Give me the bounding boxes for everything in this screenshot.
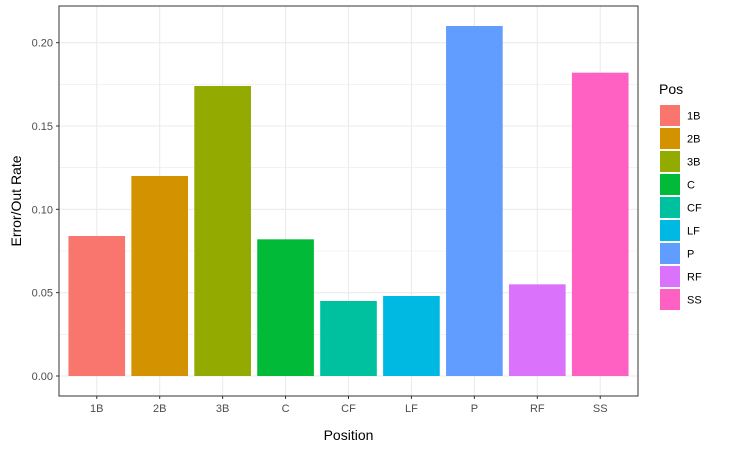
y-tick-label: 0.15	[32, 121, 53, 133]
y-tick-label: 0.05	[32, 288, 53, 300]
legend-swatch-c	[660, 174, 680, 195]
bar-cf	[320, 301, 377, 376]
legend-swatch-2b	[660, 128, 680, 149]
x-tick-label: SS	[593, 403, 608, 415]
bars	[68, 26, 629, 377]
legend-label: C	[687, 180, 695, 192]
legend-label: CF	[687, 203, 702, 215]
x-tick-label: LF	[405, 403, 418, 415]
legend-swatch-ss	[660, 289, 680, 310]
y-tick-label: 0.00	[32, 371, 53, 383]
legend-label: LF	[687, 226, 700, 238]
x-axis-title: Position	[324, 427, 374, 443]
x-tick-label: RF	[530, 403, 545, 415]
legend-label: 3B	[687, 157, 700, 169]
bar-2b	[131, 176, 189, 376]
bar-1b	[68, 236, 126, 376]
legend-title: Pos	[659, 81, 683, 97]
bar-rf	[508, 284, 566, 376]
legend-label: SS	[687, 295, 702, 307]
x-tick-label: 2B	[153, 403, 166, 415]
x-tick-label: C	[282, 403, 290, 415]
x-tick-label: P	[471, 403, 478, 415]
x-tick-label: 3B	[216, 403, 229, 415]
y-tick-label: 0.10	[32, 204, 53, 216]
y-tick-label: 0.20	[32, 38, 53, 50]
y-axis: 0.00 0.05 0.10 0.15 0.20	[32, 38, 59, 383]
bar-lf	[383, 296, 440, 376]
legend-swatch-lf	[660, 220, 680, 241]
x-tick-label: CF	[341, 403, 356, 415]
x-axis: 1B 2B 3B C CF LF P RF SS	[90, 396, 608, 415]
legend-swatch-3b	[660, 151, 680, 172]
bar-ss	[571, 72, 629, 377]
x-tick-label: 1B	[90, 403, 103, 415]
legend-swatch-rf	[660, 266, 680, 287]
legend-swatch-p	[660, 243, 680, 264]
bar-3b	[194, 86, 251, 376]
legend-swatch-1b	[660, 105, 680, 126]
y-axis-title: Error/Out Rate	[8, 155, 24, 246]
legend-label: P	[687, 249, 694, 261]
legend: Pos 1B 2B 3B C CF LF P RF SS	[659, 81, 702, 311]
legend-label: 1B	[687, 111, 700, 123]
legend-label: RF	[687, 272, 702, 284]
bar-c	[257, 239, 314, 376]
bar-p	[446, 26, 503, 376]
legend-label: 2B	[687, 134, 700, 146]
legend-swatch-cf	[660, 197, 680, 218]
